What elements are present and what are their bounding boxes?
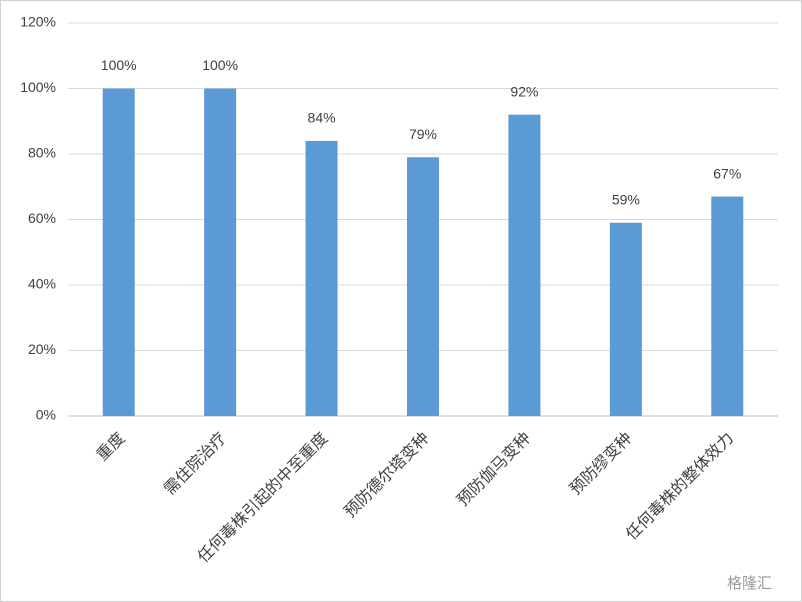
y-tick-label: 120% <box>20 14 56 30</box>
bar <box>102 88 135 416</box>
bar <box>305 140 338 416</box>
bar <box>609 222 642 416</box>
watermark: 格隆汇 <box>727 575 772 592</box>
data-label: 59% <box>612 191 640 207</box>
y-tick-label: 0% <box>36 407 56 423</box>
data-label: 67% <box>713 165 741 181</box>
data-label: 79% <box>409 126 437 142</box>
bar <box>407 157 439 416</box>
data-label: 100% <box>101 57 137 73</box>
bar <box>204 88 237 416</box>
data-label: 84% <box>308 110 336 126</box>
y-tick-label: 80% <box>28 145 56 161</box>
bar <box>711 196 744 416</box>
data-label: 100% <box>202 57 238 73</box>
data-label: 92% <box>510 83 538 99</box>
bar <box>508 114 541 416</box>
y-tick-label: 40% <box>28 276 56 292</box>
y-tick-label: 60% <box>28 210 56 226</box>
y-tick-label: 20% <box>28 341 56 357</box>
y-tick-label: 100% <box>20 79 56 95</box>
